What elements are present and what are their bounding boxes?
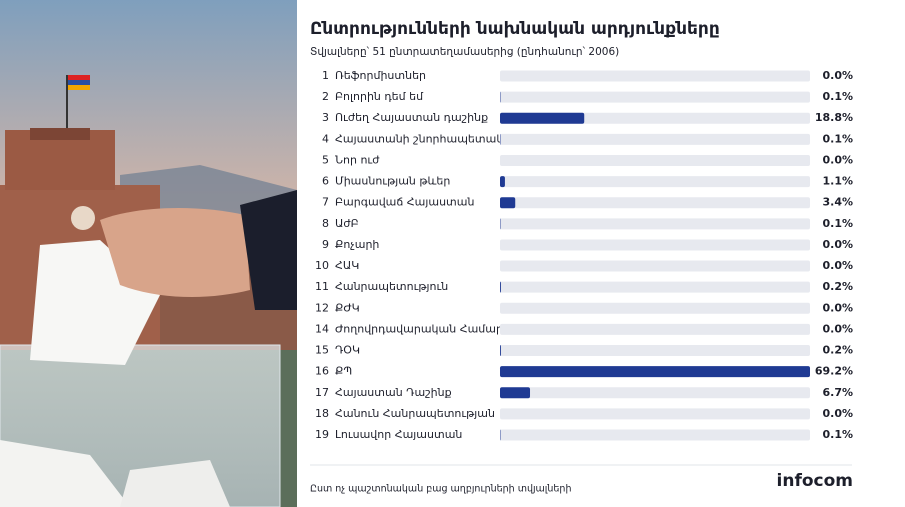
- bar-track: [500, 239, 810, 251]
- category-label: ՔԺԿ: [335, 301, 360, 314]
- title: Ընտրությունների նախնական արդյունքները: [310, 19, 720, 39]
- row-number: 17: [315, 386, 329, 399]
- bar: [500, 176, 505, 188]
- value-label: 0.2%: [822, 280, 853, 293]
- bar: [500, 281, 501, 293]
- bar-track: [500, 91, 810, 103]
- row-number: 9: [322, 238, 329, 251]
- row-number: 7: [322, 196, 329, 209]
- category-label: ԱժԲ: [335, 217, 359, 230]
- row-number: 19: [315, 428, 329, 441]
- value-label: 0.1%: [822, 90, 853, 103]
- row-number: 12: [315, 301, 329, 314]
- category-label: ՔՊ: [335, 365, 352, 378]
- row-number: 11: [315, 280, 329, 293]
- value-label: 0.1%: [822, 428, 853, 441]
- bar-track: [500, 154, 810, 166]
- row-number: 15: [315, 344, 329, 357]
- row-number: 14: [315, 322, 329, 335]
- subtitle: Տվյալները՝ 51 ընտրատեղամասերից (ընդհանու…: [310, 46, 619, 58]
- category-label: Հանուն Հանրապետության: [335, 407, 495, 420]
- value-label: 0.0%: [822, 301, 853, 314]
- value-label: 69.2%: [815, 365, 853, 378]
- row-number: 8: [322, 217, 329, 230]
- row-number: 3: [322, 111, 329, 124]
- bar: [500, 197, 516, 209]
- bar-track: [500, 197, 810, 209]
- category-label: Լուսավոր Հայաստան: [335, 428, 462, 441]
- bar-track: [500, 218, 810, 230]
- bar: [500, 387, 531, 399]
- photo: [0, 0, 297, 507]
- value-label: 0.0%: [822, 69, 853, 82]
- bar: [500, 366, 810, 378]
- category-label: Հայաստանի շնորհապետակ: [335, 132, 503, 145]
- row-number: 6: [322, 175, 329, 188]
- bar-track: [500, 260, 810, 272]
- category-label: Միասնության թևեր: [335, 175, 450, 188]
- value-label: 0.0%: [822, 259, 853, 272]
- bar-track: [500, 429, 810, 441]
- row-number: 1: [322, 69, 329, 82]
- value-label: 0.0%: [822, 238, 853, 251]
- row-number: 5: [322, 153, 329, 166]
- row-number: 18: [315, 407, 329, 420]
- bar: [500, 112, 585, 124]
- category-label: Նոր ուժ: [335, 153, 380, 166]
- logo: infocom: [777, 471, 853, 491]
- bar-track: [500, 176, 810, 188]
- row-number: 4: [322, 132, 329, 145]
- value-label: 0.1%: [822, 217, 853, 230]
- bar-track: [500, 323, 810, 335]
- bar-track: [500, 133, 810, 145]
- value-label: 0.1%: [822, 132, 853, 145]
- category-label: Հայաստան Դաշինք: [335, 386, 452, 399]
- category-label: Բարգավաճ Հայաստան: [335, 196, 474, 209]
- value-label: 0.0%: [822, 153, 853, 166]
- row-number: 16: [315, 365, 329, 378]
- bar-track: [500, 281, 810, 293]
- row-number: 2: [322, 90, 329, 103]
- bar: [500, 345, 501, 357]
- category-label: Ժողովրդավարական Համար: [335, 322, 503, 335]
- category-label: Ռեֆորմիստներ: [335, 69, 426, 82]
- bar-track: [500, 70, 810, 82]
- category-label: Բոլորին դեմ եմ: [335, 90, 424, 103]
- bar-track: [500, 387, 810, 399]
- value-label: 0.0%: [822, 322, 853, 335]
- value-label: 18.8%: [815, 111, 853, 124]
- category-label: Քոչարի: [335, 238, 379, 251]
- footnote: Ըստ ոչ պաշտոնական բաց աղբյուրների տվյալն…: [310, 484, 571, 495]
- value-label: 1.1%: [822, 175, 853, 188]
- bar-track: [500, 345, 810, 357]
- bar-track: [500, 302, 810, 314]
- category-label: Հանրապետություն: [335, 280, 448, 293]
- value-label: 0.0%: [822, 407, 853, 420]
- category-label: ԴՕԿ: [335, 344, 360, 357]
- value-label: 3.4%: [822, 196, 853, 209]
- value-label: 6.7%: [822, 386, 853, 399]
- value-label: 0.2%: [822, 344, 853, 357]
- category-label: ՀԱԿ: [335, 259, 359, 272]
- row-number: 10: [315, 259, 329, 272]
- category-label: Ուժեղ Հայաստան դաշինք: [335, 111, 488, 124]
- bar-track: [500, 408, 810, 420]
